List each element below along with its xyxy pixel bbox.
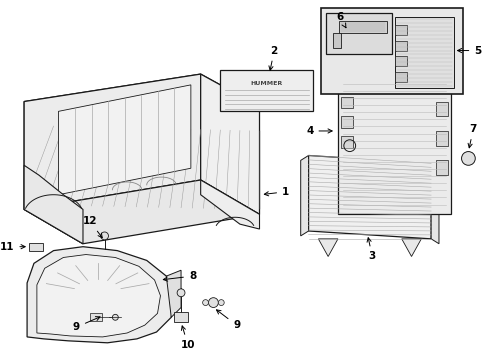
Bar [90, 313, 102, 321]
Circle shape [112, 314, 118, 320]
Polygon shape [435, 161, 447, 175]
Polygon shape [220, 70, 313, 111]
Text: 3: 3 [366, 238, 375, 261]
Text: 9: 9 [216, 310, 240, 330]
Text: 4: 4 [305, 126, 331, 136]
Text: 6: 6 [336, 12, 345, 28]
Polygon shape [24, 180, 259, 244]
Text: 9: 9 [73, 317, 100, 332]
Polygon shape [24, 74, 259, 136]
Polygon shape [394, 17, 453, 88]
Polygon shape [24, 102, 83, 244]
Polygon shape [200, 74, 259, 214]
Bar [332, 33, 340, 48]
Text: 5: 5 [457, 46, 481, 55]
Text: 1: 1 [264, 187, 289, 197]
Polygon shape [27, 247, 174, 343]
Polygon shape [338, 21, 386, 33]
Polygon shape [300, 156, 308, 236]
Polygon shape [308, 156, 430, 239]
Polygon shape [394, 72, 406, 82]
Polygon shape [37, 255, 160, 337]
Polygon shape [166, 270, 181, 317]
Text: 10: 10 [180, 326, 195, 350]
Circle shape [218, 300, 224, 306]
Polygon shape [340, 136, 352, 148]
Polygon shape [325, 13, 391, 54]
Polygon shape [430, 163, 438, 244]
Text: 12: 12 [82, 216, 102, 238]
Polygon shape [394, 57, 406, 66]
Polygon shape [59, 85, 190, 195]
Polygon shape [174, 312, 187, 322]
Polygon shape [337, 74, 450, 214]
Polygon shape [394, 25, 406, 35]
Polygon shape [321, 8, 462, 94]
Circle shape [101, 232, 108, 240]
Circle shape [177, 289, 184, 297]
Text: 2: 2 [268, 46, 277, 70]
Circle shape [202, 300, 208, 306]
Bar [29, 243, 42, 251]
Polygon shape [435, 131, 447, 146]
Text: HUMMER: HUMMER [250, 81, 283, 86]
Circle shape [461, 152, 474, 165]
Polygon shape [24, 165, 83, 244]
Text: 11: 11 [0, 242, 25, 252]
Polygon shape [200, 180, 259, 229]
Polygon shape [24, 96, 259, 239]
Polygon shape [394, 41, 406, 50]
Circle shape [208, 298, 218, 307]
Polygon shape [24, 74, 200, 210]
Text: 8: 8 [163, 271, 196, 281]
Polygon shape [318, 239, 337, 256]
Polygon shape [435, 102, 447, 116]
Text: 7: 7 [467, 124, 476, 148]
Polygon shape [340, 116, 352, 128]
Polygon shape [401, 239, 421, 256]
Polygon shape [340, 96, 352, 108]
